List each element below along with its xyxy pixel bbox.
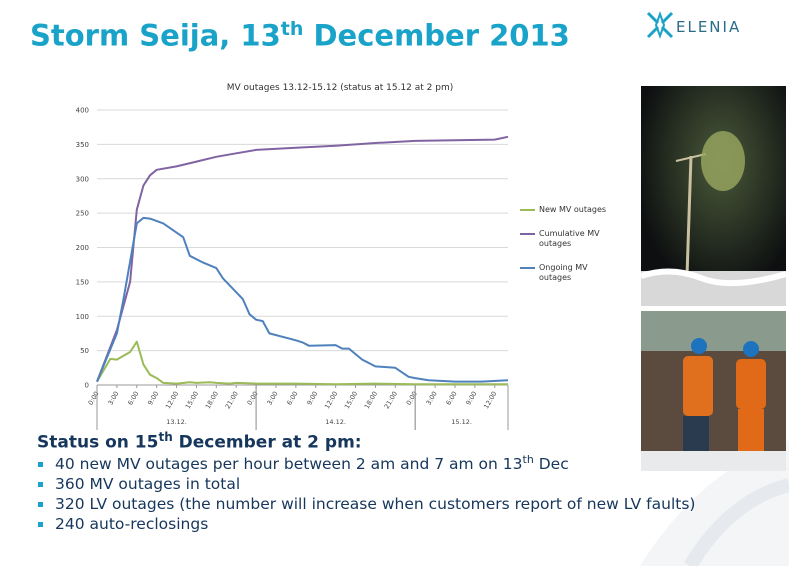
status-text: Status on 15 [37,432,159,453]
bullet-text: 360 MV outages in total [55,475,241,493]
bullet: 360 MV outages in total [37,476,757,493]
photo-night-pole [641,86,786,306]
legend-entry: New MV outages [520,205,620,215]
status-sup: th [158,430,173,444]
x-group-label: 15.12. [451,418,472,426]
x-tick-label: 3:00 [106,390,120,407]
x-tick-label: 6:00 [444,390,458,407]
x-tick-label: 0:00 [405,390,419,407]
x-tick-label: 12:00 [323,390,339,410]
y-tick-label: 300 [76,175,89,183]
x-tick-label: 9:00 [305,390,319,407]
bullet: 240 auto-reclosings [37,516,757,533]
x-tick-label: 15:00 [343,390,359,410]
bullet-text: 40 new MV outages per hour between 2 am … [55,455,523,473]
x-tick-label: 3:00 [265,390,279,407]
x-tick-label: 0:00 [246,390,260,407]
x-group-label: 13.12. [166,418,187,426]
x-tick-label: 9:00 [464,390,478,407]
data-line [96,340,508,386]
y-tick-label: 400 [76,107,89,115]
data-line [96,216,509,383]
bullet: 320 LV outages (the number will increase… [37,496,757,513]
legend-label: Ongoing MV outages [539,263,588,282]
x-tick-label: 6:00 [126,390,140,407]
x-tick-label: 21:00 [383,390,399,410]
x-tick-label: 9:00 [146,390,160,407]
chart: MV outages 13.12-15.12 (status at 15.12 … [76,83,509,430]
x-tick-label: 15:00 [184,390,200,410]
x-tick-label: 0:00 [86,390,100,407]
photo-workers [641,311,786,471]
title-sup: th [280,18,304,40]
bullet-text: Dec [533,455,569,473]
title-text: December 2013 [303,18,570,53]
y-tick-label: 50 [80,347,89,355]
x-tick-label: 18:00 [204,390,220,410]
x-tick-label: 12:00 [482,390,498,410]
x-tick-label: 12:00 [164,390,180,410]
legend-entry: Ongoing MV outages [520,263,620,283]
title-text: Storm Seija, 13 [30,18,281,53]
slide-title: Storm Seija, 13th December 2013 [30,18,570,53]
logo-icon [646,11,674,39]
bullet: 40 new MV outages per hour between 2 am … [37,452,757,473]
data-line [96,135,509,382]
x-tick-label: 6:00 [285,390,299,407]
chart-title: MV outages 13.12-15.12 (status at 15.12 … [227,83,454,93]
bullet-text: 240 auto-reclosings [55,515,209,533]
y-tick-label: 0 [85,382,89,390]
y-tick-label: 100 [76,313,89,321]
status-heading: Status on 15th December at 2 pm: [37,430,362,453]
legend-label: Cumulative MV outages [539,229,600,248]
legend-swatch [520,209,535,211]
y-tick-label: 250 [76,210,89,218]
legend-label: New MV outages [539,205,607,214]
bullet-text: th [522,452,534,466]
legend-entry: Cumulative MV outages [520,229,620,249]
x-tick-label: 21:00 [224,390,240,410]
bullet-text: 320 LV outages (the number will increase… [55,495,696,513]
legend-swatch [520,233,535,235]
y-tick-label: 150 [76,278,89,286]
y-tick-label: 200 [76,244,89,252]
status-text: December at 2 pm: [172,432,362,453]
legend: New MV outages Cumulative MV outages Ongoi… [520,205,620,297]
x-tick-label: 3:00 [425,390,439,407]
logo-text: ELENIA [676,18,742,36]
bullet-list: 40 new MV outages per hour between 2 am … [37,452,757,536]
x-group-label: 14.12. [325,418,346,426]
legend-swatch [520,267,535,269]
x-tick-label: 18:00 [363,390,379,410]
y-tick-label: 350 [76,141,89,149]
